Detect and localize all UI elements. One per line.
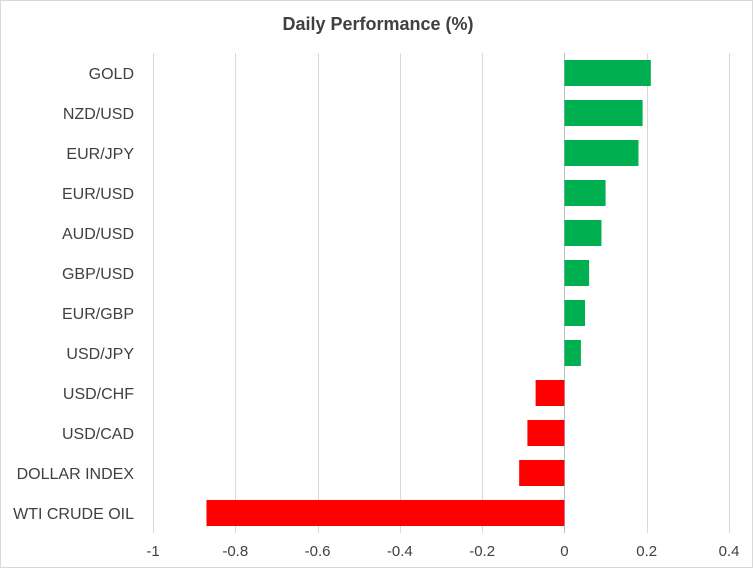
chart-title: Daily Performance (%) bbox=[282, 14, 473, 34]
bar-wti-crude-oil bbox=[206, 500, 565, 526]
x-tick-label: 0.2 bbox=[636, 543, 657, 560]
category-label-eur-usd: EUR/USD bbox=[62, 186, 134, 203]
category-label-nzd-usd: NZD/USD bbox=[63, 106, 134, 123]
category-label-dollar-index: DOLLAR INDEX bbox=[17, 466, 135, 483]
bar-eur-usd bbox=[564, 180, 606, 206]
x-tick-label: -0.6 bbox=[305, 543, 331, 560]
bar-gbp-usd bbox=[564, 260, 590, 286]
x-tick-label: -0.8 bbox=[222, 543, 248, 560]
category-label-usd-chf: USD/CHF bbox=[63, 386, 134, 403]
bar-dollar-index bbox=[519, 460, 565, 486]
category-label-eur-gbp: EUR/GBP bbox=[62, 306, 134, 323]
category-label-usd-jpy: USD/JPY bbox=[66, 346, 134, 363]
category-label-gold: GOLD bbox=[89, 66, 134, 83]
bars bbox=[206, 60, 651, 526]
bar-aud-usd bbox=[564, 220, 602, 246]
x-tick-label: -1 bbox=[146, 543, 159, 560]
x-axis-tick-labels: -1 -0.8 -0.6 -0.4 -0.2 0 0.2 0.4 bbox=[146, 543, 739, 560]
bar-eur-gbp bbox=[564, 300, 585, 326]
category-label-gbp-usd: GBP/USD bbox=[62, 266, 134, 283]
category-label-wti-crude-oil: WTI CRUDE OIL bbox=[13, 506, 134, 523]
category-label-usd-cad: USD/CAD bbox=[62, 426, 134, 443]
category-label-aud-usd: AUD/USD bbox=[62, 226, 134, 243]
gridlines bbox=[153, 53, 730, 533]
x-tick-label: -0.4 bbox=[387, 543, 413, 560]
x-tick-label: 0.4 bbox=[719, 543, 740, 560]
bar-eur-jpy bbox=[564, 140, 639, 166]
x-tick-label: -0.2 bbox=[469, 543, 495, 560]
category-labels: GOLD NZD/USD EUR/JPY EUR/USD AUD/USD GBP/USD E… bbox=[13, 66, 134, 523]
bar-usd-jpy bbox=[564, 340, 581, 366]
bar-usd-cad bbox=[527, 420, 565, 446]
x-tick-label: 0 bbox=[560, 543, 568, 560]
category-label-eur-jpy: EUR/JPY bbox=[66, 146, 134, 163]
bar-nzd-usd bbox=[564, 100, 643, 126]
bar-usd-chf bbox=[535, 380, 565, 406]
bar-gold bbox=[564, 60, 651, 86]
